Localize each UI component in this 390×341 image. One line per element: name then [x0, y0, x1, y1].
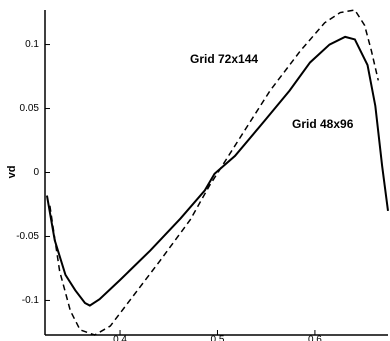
x-tick-label: 0.4: [113, 335, 127, 341]
y-tick-label: 0: [33, 167, 39, 178]
x-tick-label: 0.6: [308, 335, 322, 341]
y-tick-label: -0.1: [22, 295, 40, 306]
y-axis-label: vd: [6, 166, 18, 179]
y-tick-label: -0.05: [16, 231, 39, 242]
line-series: [45, 35, 389, 307]
line-series: [49, 9, 379, 336]
series-label: Grid 72x144: [190, 52, 258, 66]
y-tick-label: 0.05: [20, 103, 40, 114]
y-tick-label: 0.1: [25, 39, 39, 50]
series-label: Grid 48x96: [292, 117, 354, 131]
x-tick-label: 0.5: [211, 335, 225, 341]
